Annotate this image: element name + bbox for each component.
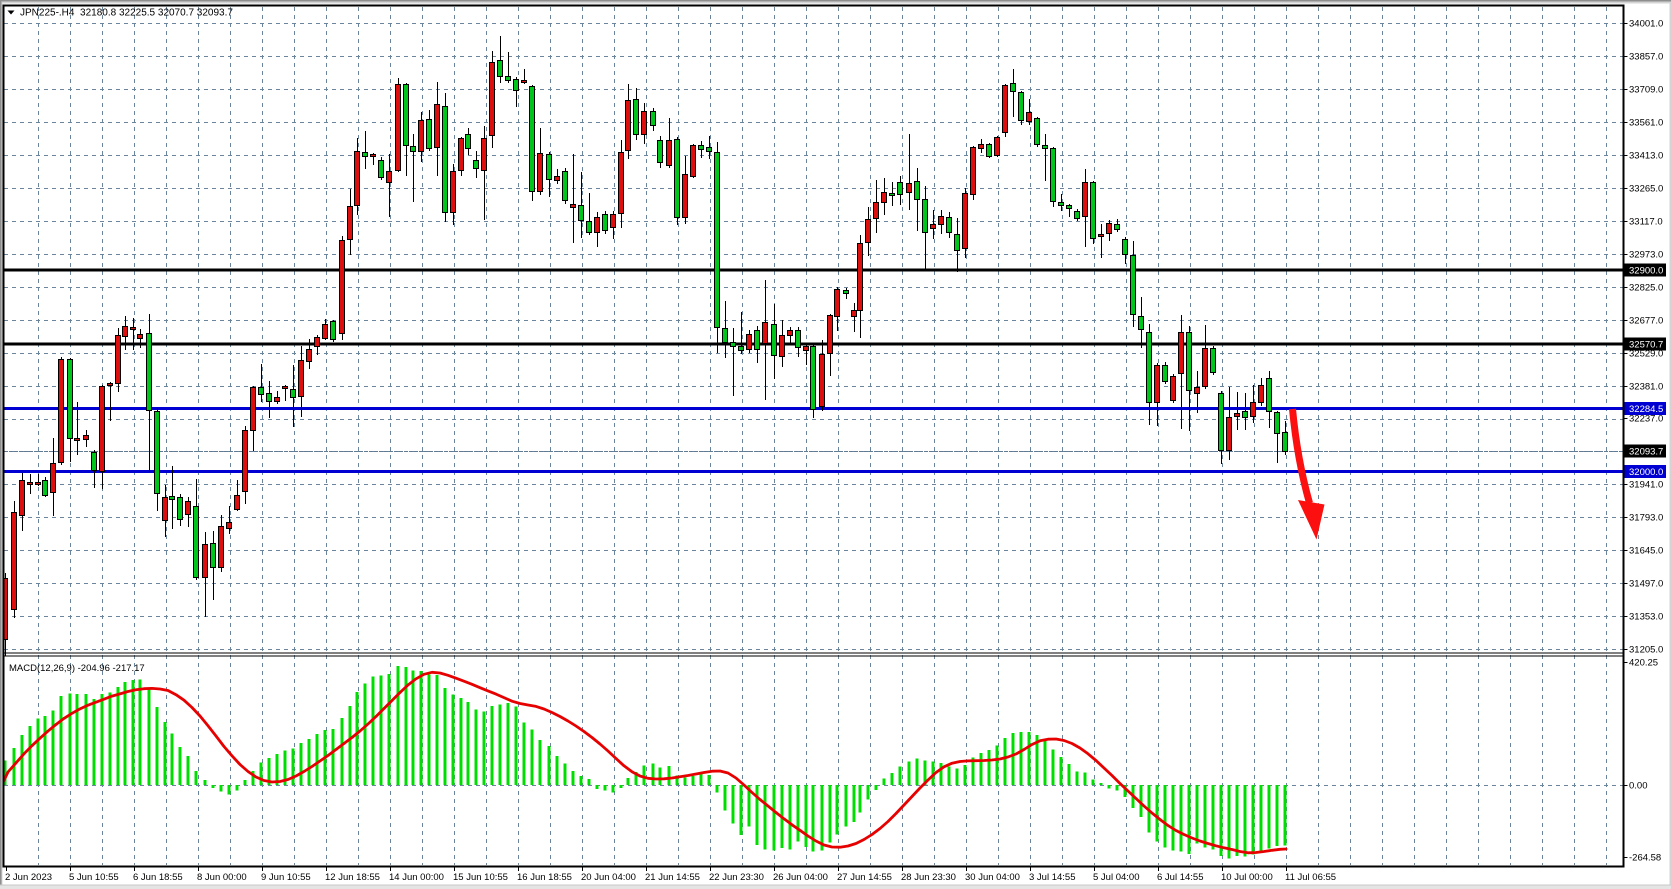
svg-text:10 Jul 00:00: 10 Jul 00:00 [1221, 872, 1273, 883]
svg-text:32900.0: 32900.0 [1629, 266, 1663, 277]
svg-text:6 Jun 18:55: 6 Jun 18:55 [133, 872, 183, 883]
svg-text:31497.0: 31497.0 [1629, 579, 1663, 590]
svg-text:JPN225-.H4 32180.8 32225.5 32: JPN225-.H4 32180.8 32225.5 32070.7 32093… [20, 8, 233, 19]
svg-text:6 Jul 14:55: 6 Jul 14:55 [1157, 872, 1203, 883]
svg-text:22 Jun 23:30: 22 Jun 23:30 [709, 872, 764, 883]
svg-text:26 Jun 04:00: 26 Jun 04:00 [773, 872, 828, 883]
svg-text:31645.0: 31645.0 [1629, 546, 1663, 557]
svg-text:30 Jun 04:00: 30 Jun 04:00 [965, 872, 1020, 883]
svg-text:-264.58: -264.58 [1629, 853, 1661, 864]
svg-text:31941.0: 31941.0 [1629, 480, 1663, 491]
svg-text:420.25: 420.25 [1629, 658, 1658, 669]
svg-text:28 Jun 23:30: 28 Jun 23:30 [901, 872, 956, 883]
svg-text:5 Jun 10:55: 5 Jun 10:55 [69, 872, 119, 883]
svg-text:32973.0: 32973.0 [1629, 250, 1663, 261]
svg-text:34001.0: 34001.0 [1629, 19, 1663, 30]
svg-text:21 Jun 14:55: 21 Jun 14:55 [645, 872, 700, 883]
svg-text:32825.0: 32825.0 [1629, 283, 1663, 294]
svg-text:32677.0: 32677.0 [1629, 316, 1663, 327]
svg-text:32093.7: 32093.7 [1629, 447, 1663, 458]
svg-text:33265.0: 33265.0 [1629, 184, 1663, 195]
svg-text:33857.0: 33857.0 [1629, 52, 1663, 63]
svg-text:32529.0: 32529.0 [1629, 349, 1663, 360]
svg-text:31793.0: 31793.0 [1629, 513, 1663, 524]
svg-text:16 Jun 18:55: 16 Jun 18:55 [517, 872, 572, 883]
svg-text:31353.0: 31353.0 [1629, 612, 1663, 623]
svg-text:3 Jul 14:55: 3 Jul 14:55 [1029, 872, 1075, 883]
svg-text:5 Jul 04:00: 5 Jul 04:00 [1093, 872, 1139, 883]
svg-text:33413.0: 33413.0 [1629, 151, 1663, 162]
svg-text:20 Jun 04:00: 20 Jun 04:00 [581, 872, 636, 883]
svg-text:33709.0: 33709.0 [1629, 85, 1663, 96]
svg-text:14 Jun 00:00: 14 Jun 00:00 [389, 872, 444, 883]
svg-text:33561.0: 33561.0 [1629, 118, 1663, 129]
svg-text:0.00: 0.00 [1629, 781, 1648, 792]
svg-text:9 Jun 10:55: 9 Jun 10:55 [261, 872, 311, 883]
svg-text:11 Jul 06:55: 11 Jul 06:55 [1285, 872, 1336, 883]
svg-text:8 Jun 00:00: 8 Jun 00:00 [197, 872, 247, 883]
svg-text:31205.0: 31205.0 [1629, 645, 1663, 656]
svg-text:32381.0: 32381.0 [1629, 382, 1663, 393]
svg-text:MACD(12,26,9) -204.96 -217.17: MACD(12,26,9) -204.96 -217.17 [9, 663, 145, 674]
svg-text:12 Jun 18:55: 12 Jun 18:55 [325, 872, 380, 883]
svg-text:32284.5: 32284.5 [1629, 404, 1663, 415]
svg-text:2 Jun 2023: 2 Jun 2023 [5, 872, 52, 883]
svg-text:33117.0: 33117.0 [1629, 217, 1663, 228]
svg-text:32237.0: 32237.0 [1629, 414, 1663, 425]
svg-text:32570.7: 32570.7 [1629, 340, 1663, 351]
svg-text:32000.0: 32000.0 [1629, 467, 1663, 478]
svg-text:27 Jun 14:55: 27 Jun 14:55 [837, 872, 892, 883]
svg-text:15 Jun 10:55: 15 Jun 10:55 [453, 872, 508, 883]
